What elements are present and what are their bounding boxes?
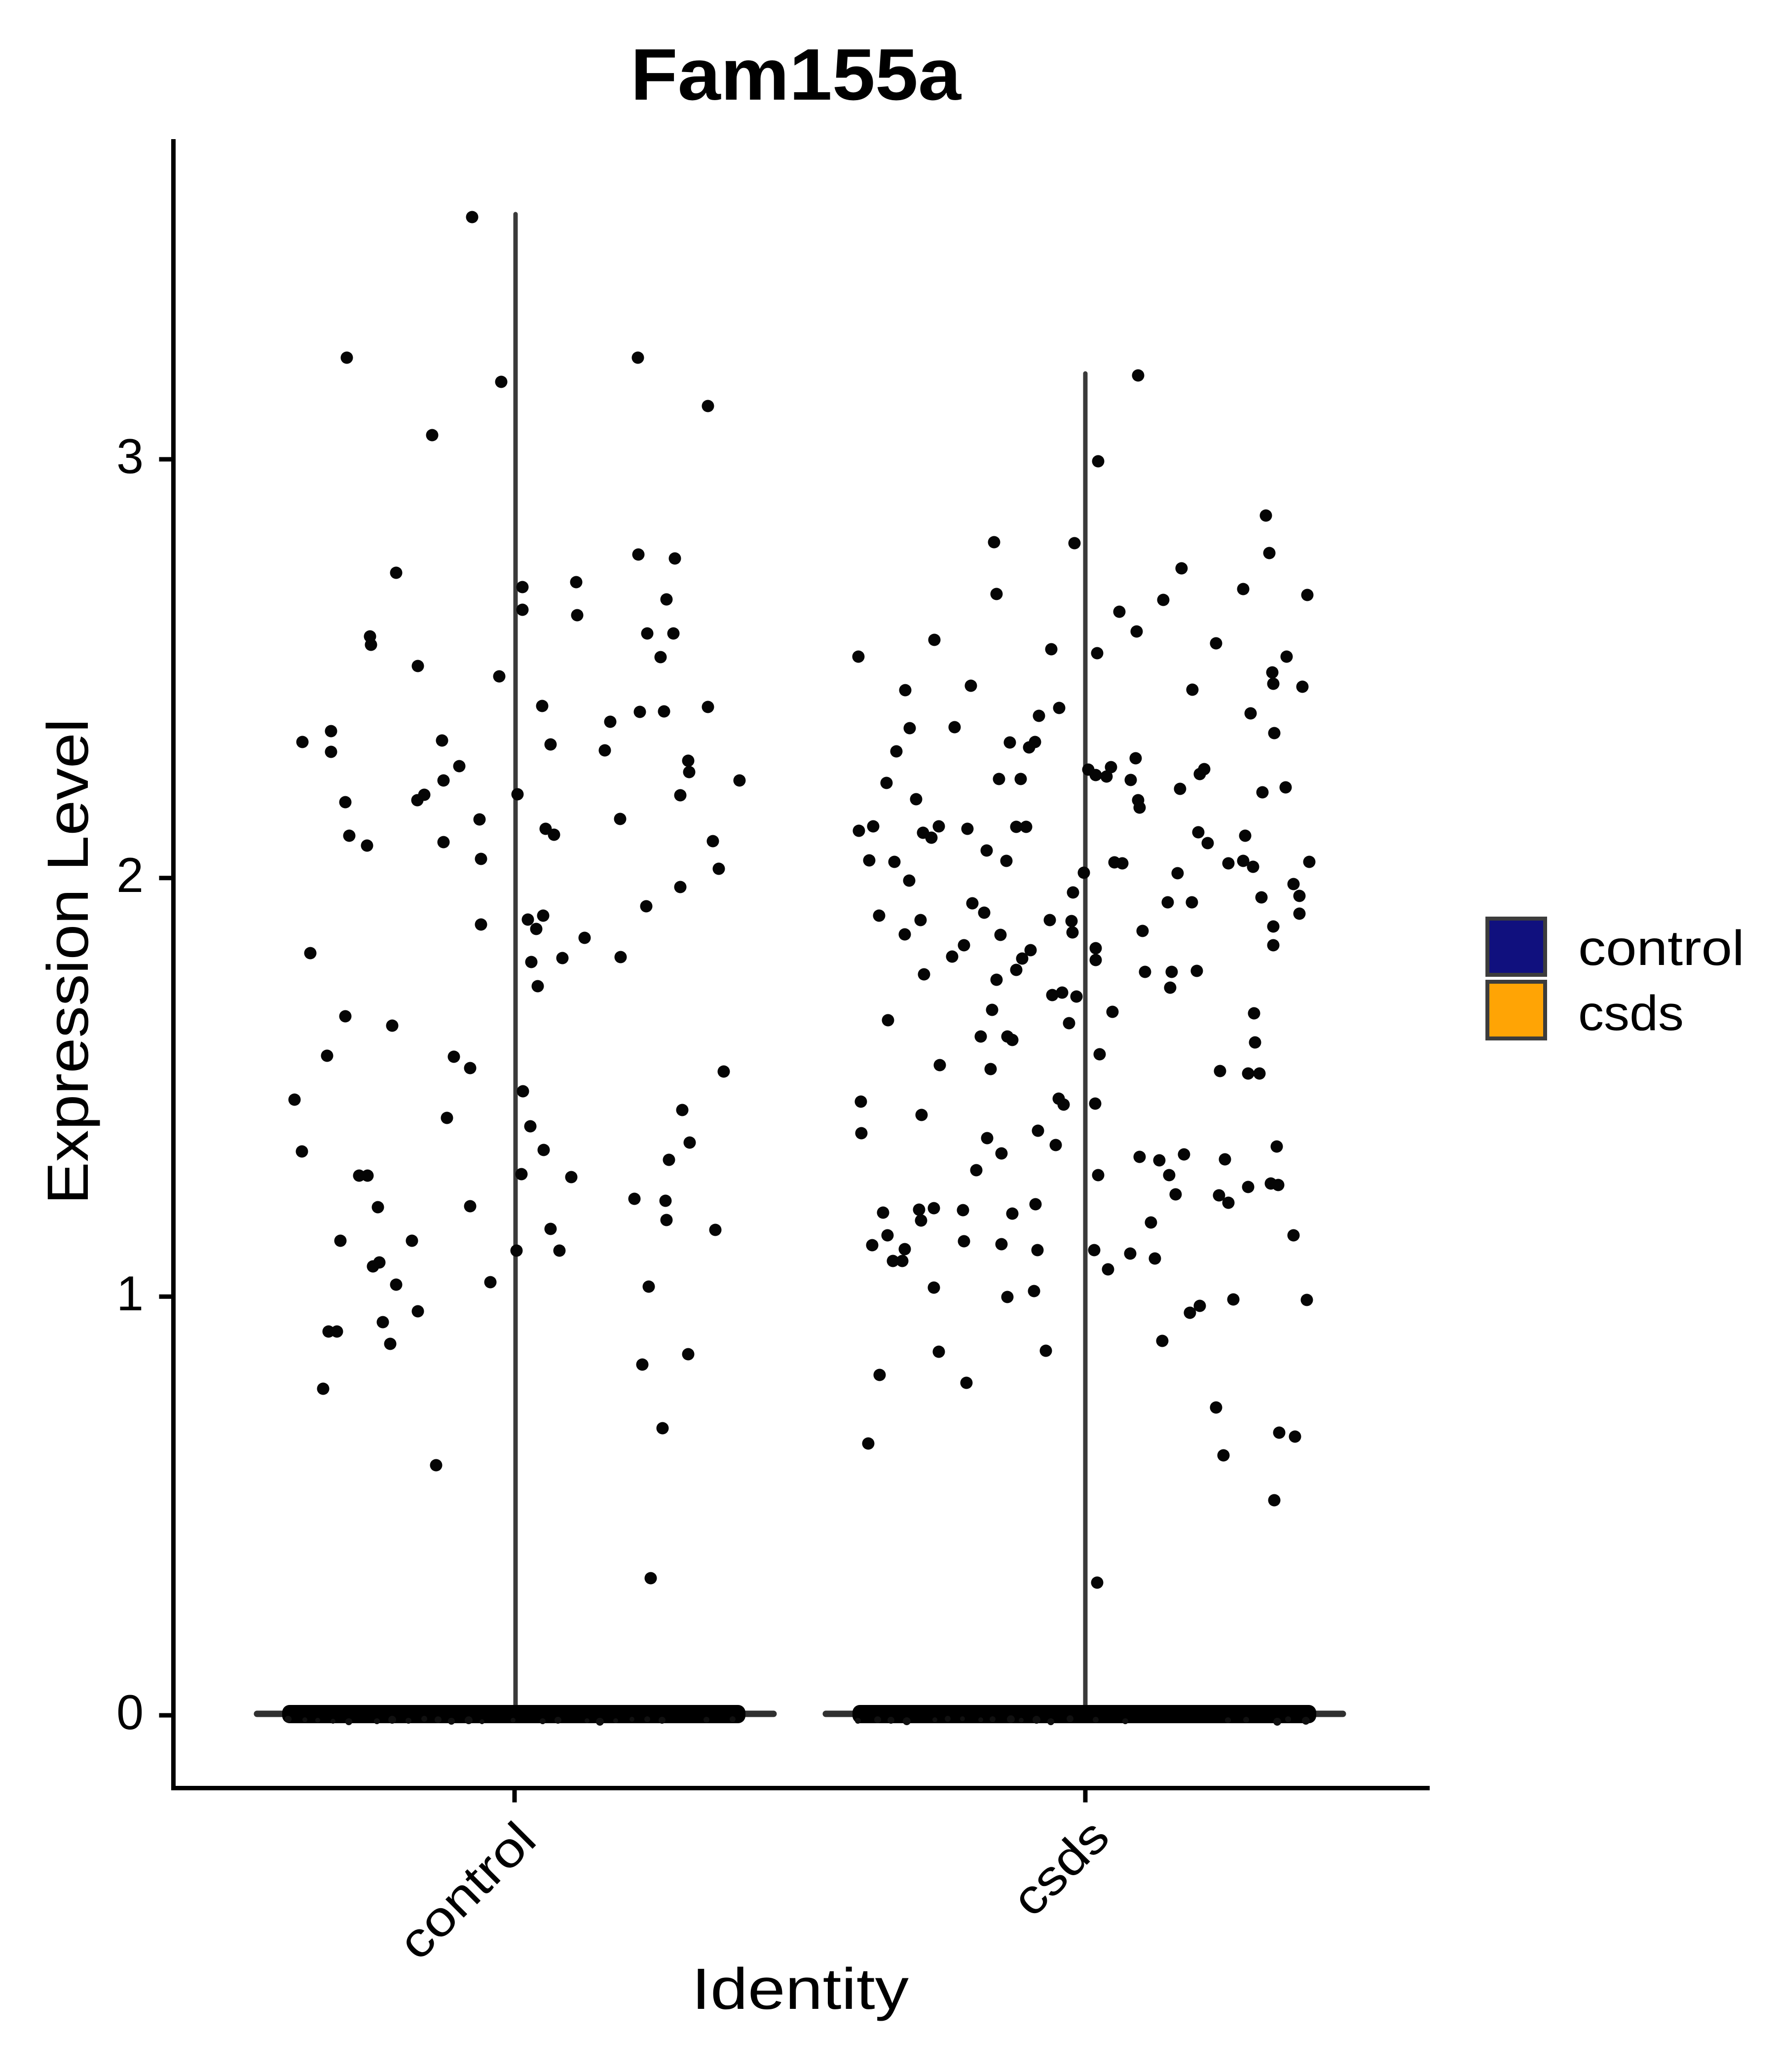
svg-text:Fam155a: Fam155a xyxy=(630,34,962,115)
svg-text:1: 1 xyxy=(116,1266,144,1321)
svg-text:2: 2 xyxy=(116,848,144,902)
svg-text:0: 0 xyxy=(116,1685,144,1739)
svg-text:3: 3 xyxy=(116,429,144,483)
svg-text:Identity: Identity xyxy=(692,1957,909,2022)
svg-text:control: control xyxy=(1578,921,1744,976)
svg-text:Expression Level: Expression Level xyxy=(36,719,101,1205)
svg-text:csds: csds xyxy=(1578,986,1684,1041)
